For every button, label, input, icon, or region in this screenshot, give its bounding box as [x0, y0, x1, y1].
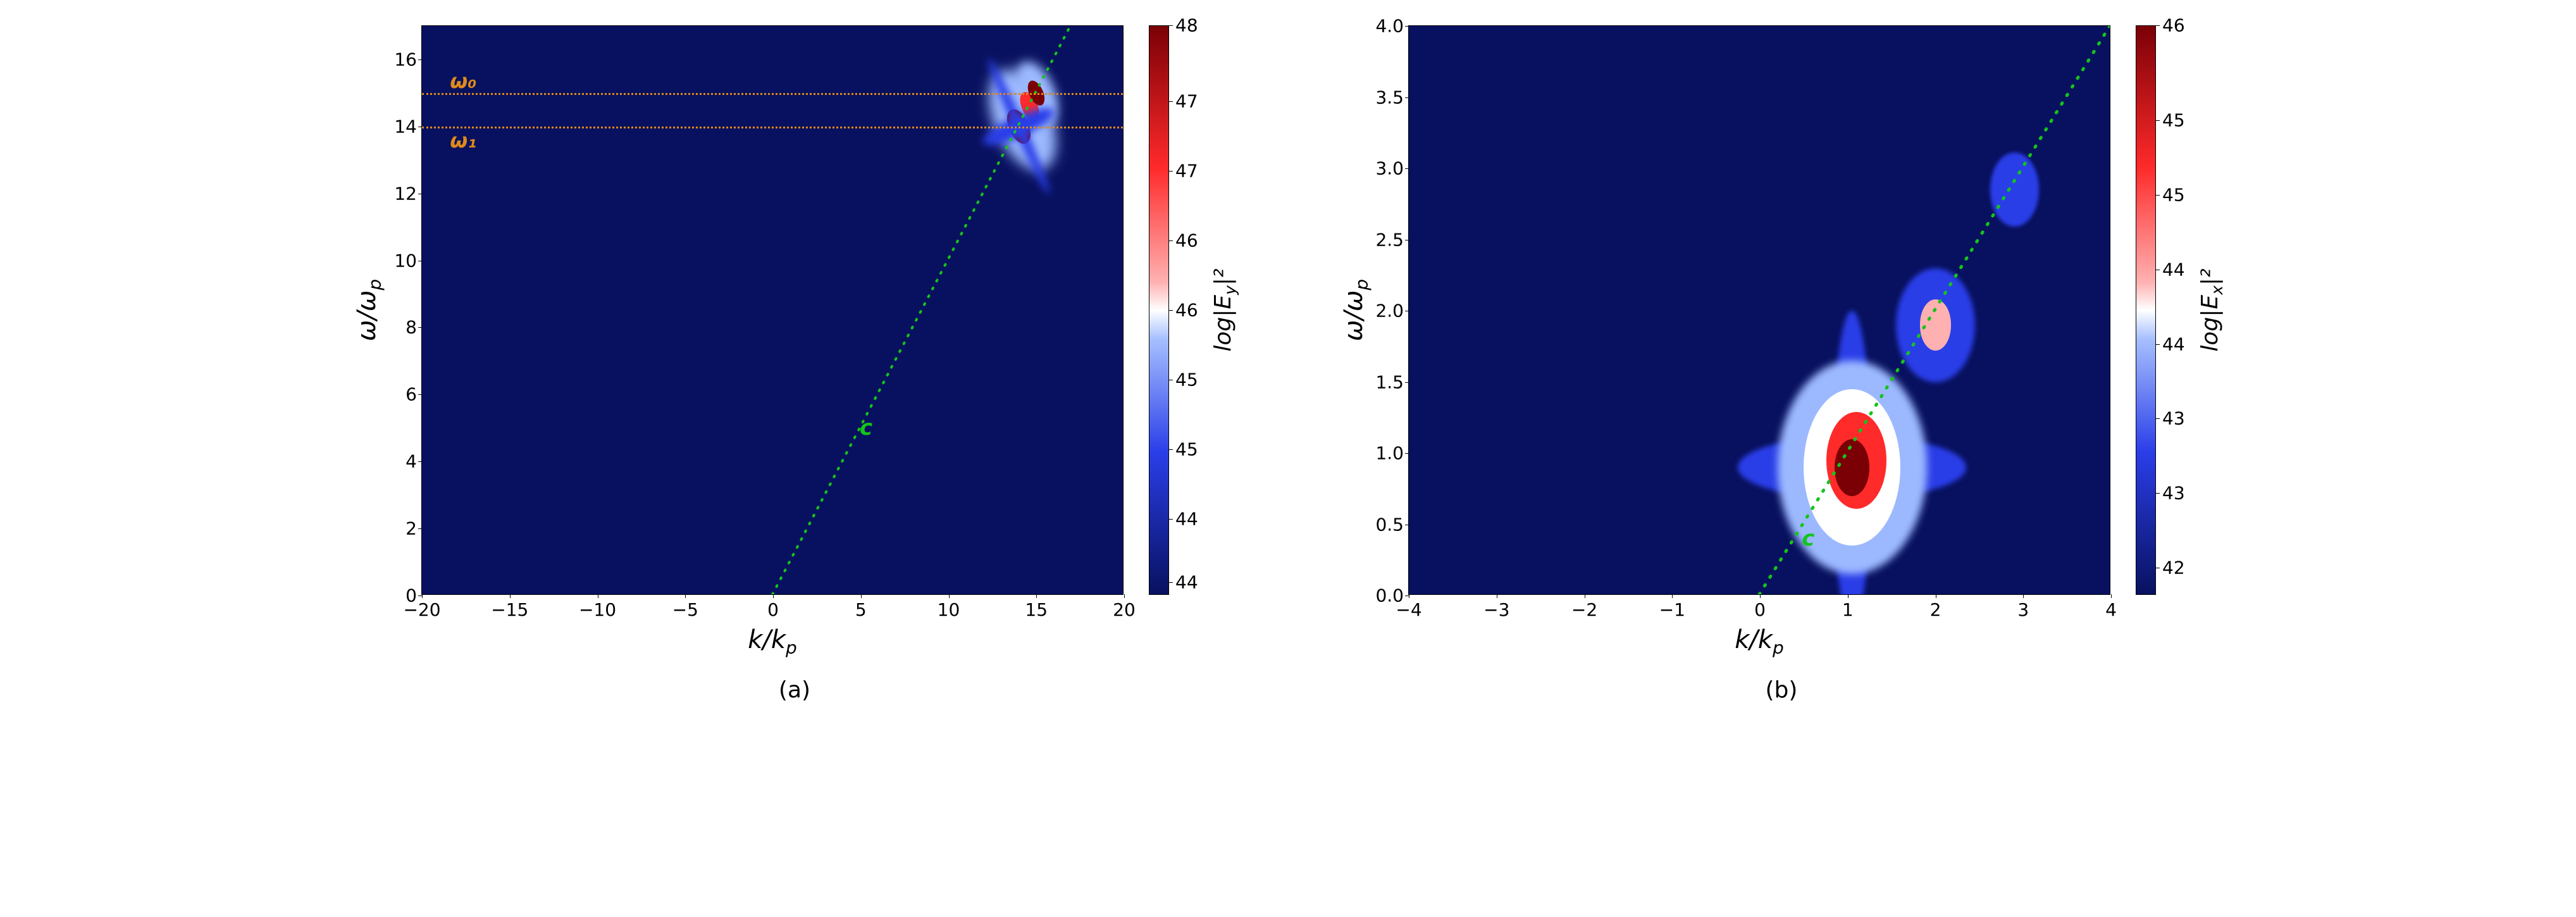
ytick-label: 8	[406, 317, 417, 338]
heat-blob	[1016, 89, 1043, 123]
xtick-label: 5	[855, 599, 867, 620]
heat-blob	[1990, 153, 2040, 227]
heat-blob	[1835, 439, 1870, 496]
xtick-label: 10	[938, 599, 960, 620]
cbar-tick-label: 45	[1175, 370, 1198, 390]
xtick-label: −5	[672, 599, 698, 620]
cbar-tick-label: 48	[1175, 15, 1198, 36]
cbar-tick-label: 44	[1175, 509, 1198, 530]
ytick-label: 0.5	[1375, 514, 1404, 535]
heat-blob	[1804, 389, 1900, 546]
panel-b-heat-layer	[1409, 26, 2110, 594]
heat-blob	[975, 59, 1070, 180]
cbar-tick-label: 44	[1175, 572, 1198, 593]
ytick-label: 6	[406, 384, 417, 405]
xtick-label: 3	[2017, 599, 2029, 620]
ytick-label: 14	[394, 116, 417, 137]
xtick-label: −3	[1483, 599, 1509, 620]
xtick-label: 0	[767, 599, 779, 620]
panel-a-colorbar	[1149, 25, 1169, 595]
panel-b-colorbar-title: log|Ex|²	[2197, 268, 2226, 351]
panel-b-ylabel: ω/ωp	[1339, 279, 1372, 341]
panel-b-plot: 0.00.51.01.52.02.53.03.54.0 −4−3−2−10123…	[1408, 25, 2110, 595]
xtick-label: −15	[491, 599, 528, 620]
cbar-tick-label: 46	[2162, 15, 2185, 36]
cbar-tick-label: 45	[2162, 110, 2185, 131]
ytick-label: 10	[394, 250, 417, 271]
heat-blob	[1024, 78, 1048, 108]
xtick-label: 20	[1113, 599, 1136, 620]
heat-blob	[1738, 436, 1966, 499]
panel-a-xlabel: k/kp	[421, 625, 1124, 658]
panel-b-caption: (b)	[1766, 677, 1798, 703]
cbar-tick-label: 46	[1175, 300, 1198, 321]
cbar-tick-label: 43	[2162, 483, 2185, 504]
cbar-tick-label: 45	[1175, 439, 1198, 460]
panel-b-xlabel: k/kp	[1408, 625, 2110, 658]
xtick-label: −4	[1396, 599, 1421, 620]
panel-b-colorbar-title-wrap: log|Ex|²	[2199, 25, 2224, 595]
heat-blob	[984, 57, 1054, 196]
ytick-label: 3.5	[1375, 87, 1404, 108]
panel-a-colorbar-ticks: 444445454646474748	[1169, 25, 1212, 595]
xtick-label: −10	[579, 599, 616, 620]
xtick-label: 0	[1754, 599, 1766, 620]
xtick-label: 4	[2105, 599, 2117, 620]
xtick-label: 15	[1025, 599, 1048, 620]
heat-blob	[1003, 106, 1036, 147]
heat-blob	[1920, 299, 1952, 351]
panel-a-colorbar-title: log|Ey|²	[1210, 268, 1239, 351]
ytick-label: 4.0	[1375, 16, 1404, 37]
xtick-label: 2	[1930, 599, 1941, 620]
ytick-label: 3.0	[1375, 158, 1404, 179]
panel-a: 0246810121416 −20−15−10−505101520 ω/ωp c…	[352, 25, 1237, 658]
panel-b: 0.00.51.01.52.02.53.03.54.0 −4−3−2−10123…	[1339, 25, 2224, 658]
heat-blob	[1006, 55, 1066, 130]
ytick-label: 1.0	[1375, 443, 1404, 464]
heat-blob	[1778, 361, 1927, 575]
xtick-label: 1	[1842, 599, 1854, 620]
panel-a-colorbar-block: 444445454646474748 log|Ey|²	[1149, 25, 1237, 658]
cbar-tick-label: 44	[2162, 334, 2185, 354]
heat-blob	[1896, 268, 1975, 382]
cbar-tick-label: 46	[1175, 230, 1198, 251]
cbar-tick-label: 47	[1175, 161, 1198, 182]
ytick-label: 4	[406, 451, 417, 472]
panel-b-colorbar-block: 4243434444454546 log|Ex|²	[2136, 25, 2224, 658]
figure-row: 0246810121416 −20−15−10−505101520 ω/ωp c…	[0, 0, 2576, 716]
panel-b-axes-col: 0.00.51.01.52.02.53.03.54.0 −4−3−2−10123…	[1339, 25, 2110, 658]
panel-b-wrap: 0.00.51.01.52.02.53.03.54.0 −4−3−2−10123…	[1339, 25, 2224, 703]
heat-blob	[1833, 311, 1871, 594]
panel-a-plot: 0246810121416 −20−15−10−505101520 ω/ωp c…	[421, 25, 1124, 595]
cbar-tick-label: 42	[2162, 558, 2185, 578]
ytick-label: 2.0	[1375, 301, 1404, 321]
cbar-tick-label: 43	[2162, 408, 2185, 429]
xtick-label: −20	[403, 599, 440, 620]
panel-a-caption: (a)	[779, 677, 810, 703]
ytick-label: 2	[406, 518, 417, 539]
heat-blob	[979, 101, 1058, 151]
ytick-label: 16	[394, 49, 417, 70]
cbar-tick-label: 45	[2162, 184, 2185, 205]
ytick-label: 12	[394, 183, 417, 204]
panel-b-colorbar-ticks: 4243434444454546	[2156, 25, 2199, 595]
heat-blob	[1826, 412, 1886, 509]
ytick-label: 2.5	[1375, 229, 1404, 250]
panel-b-colorbar	[2136, 25, 2156, 595]
ytick-label: 1.5	[1375, 371, 1404, 392]
xtick-label: −1	[1659, 599, 1685, 620]
panel-a-colorbar-title-wrap: log|Ey|²	[1212, 25, 1237, 595]
panel-a-axes-col: 0246810121416 −20−15−10−505101520 ω/ωp c…	[352, 25, 1124, 658]
cbar-tick-label: 47	[1175, 91, 1198, 112]
panel-a-ylabel: ω/ωp	[352, 279, 385, 341]
panel-a-wrap: 0246810121416 −20−15−10−505101520 ω/ωp c…	[352, 25, 1237, 703]
cbar-tick-label: 44	[2162, 259, 2185, 280]
xtick-label: −2	[1571, 599, 1597, 620]
panel-a-heat-layer	[422, 26, 1123, 594]
